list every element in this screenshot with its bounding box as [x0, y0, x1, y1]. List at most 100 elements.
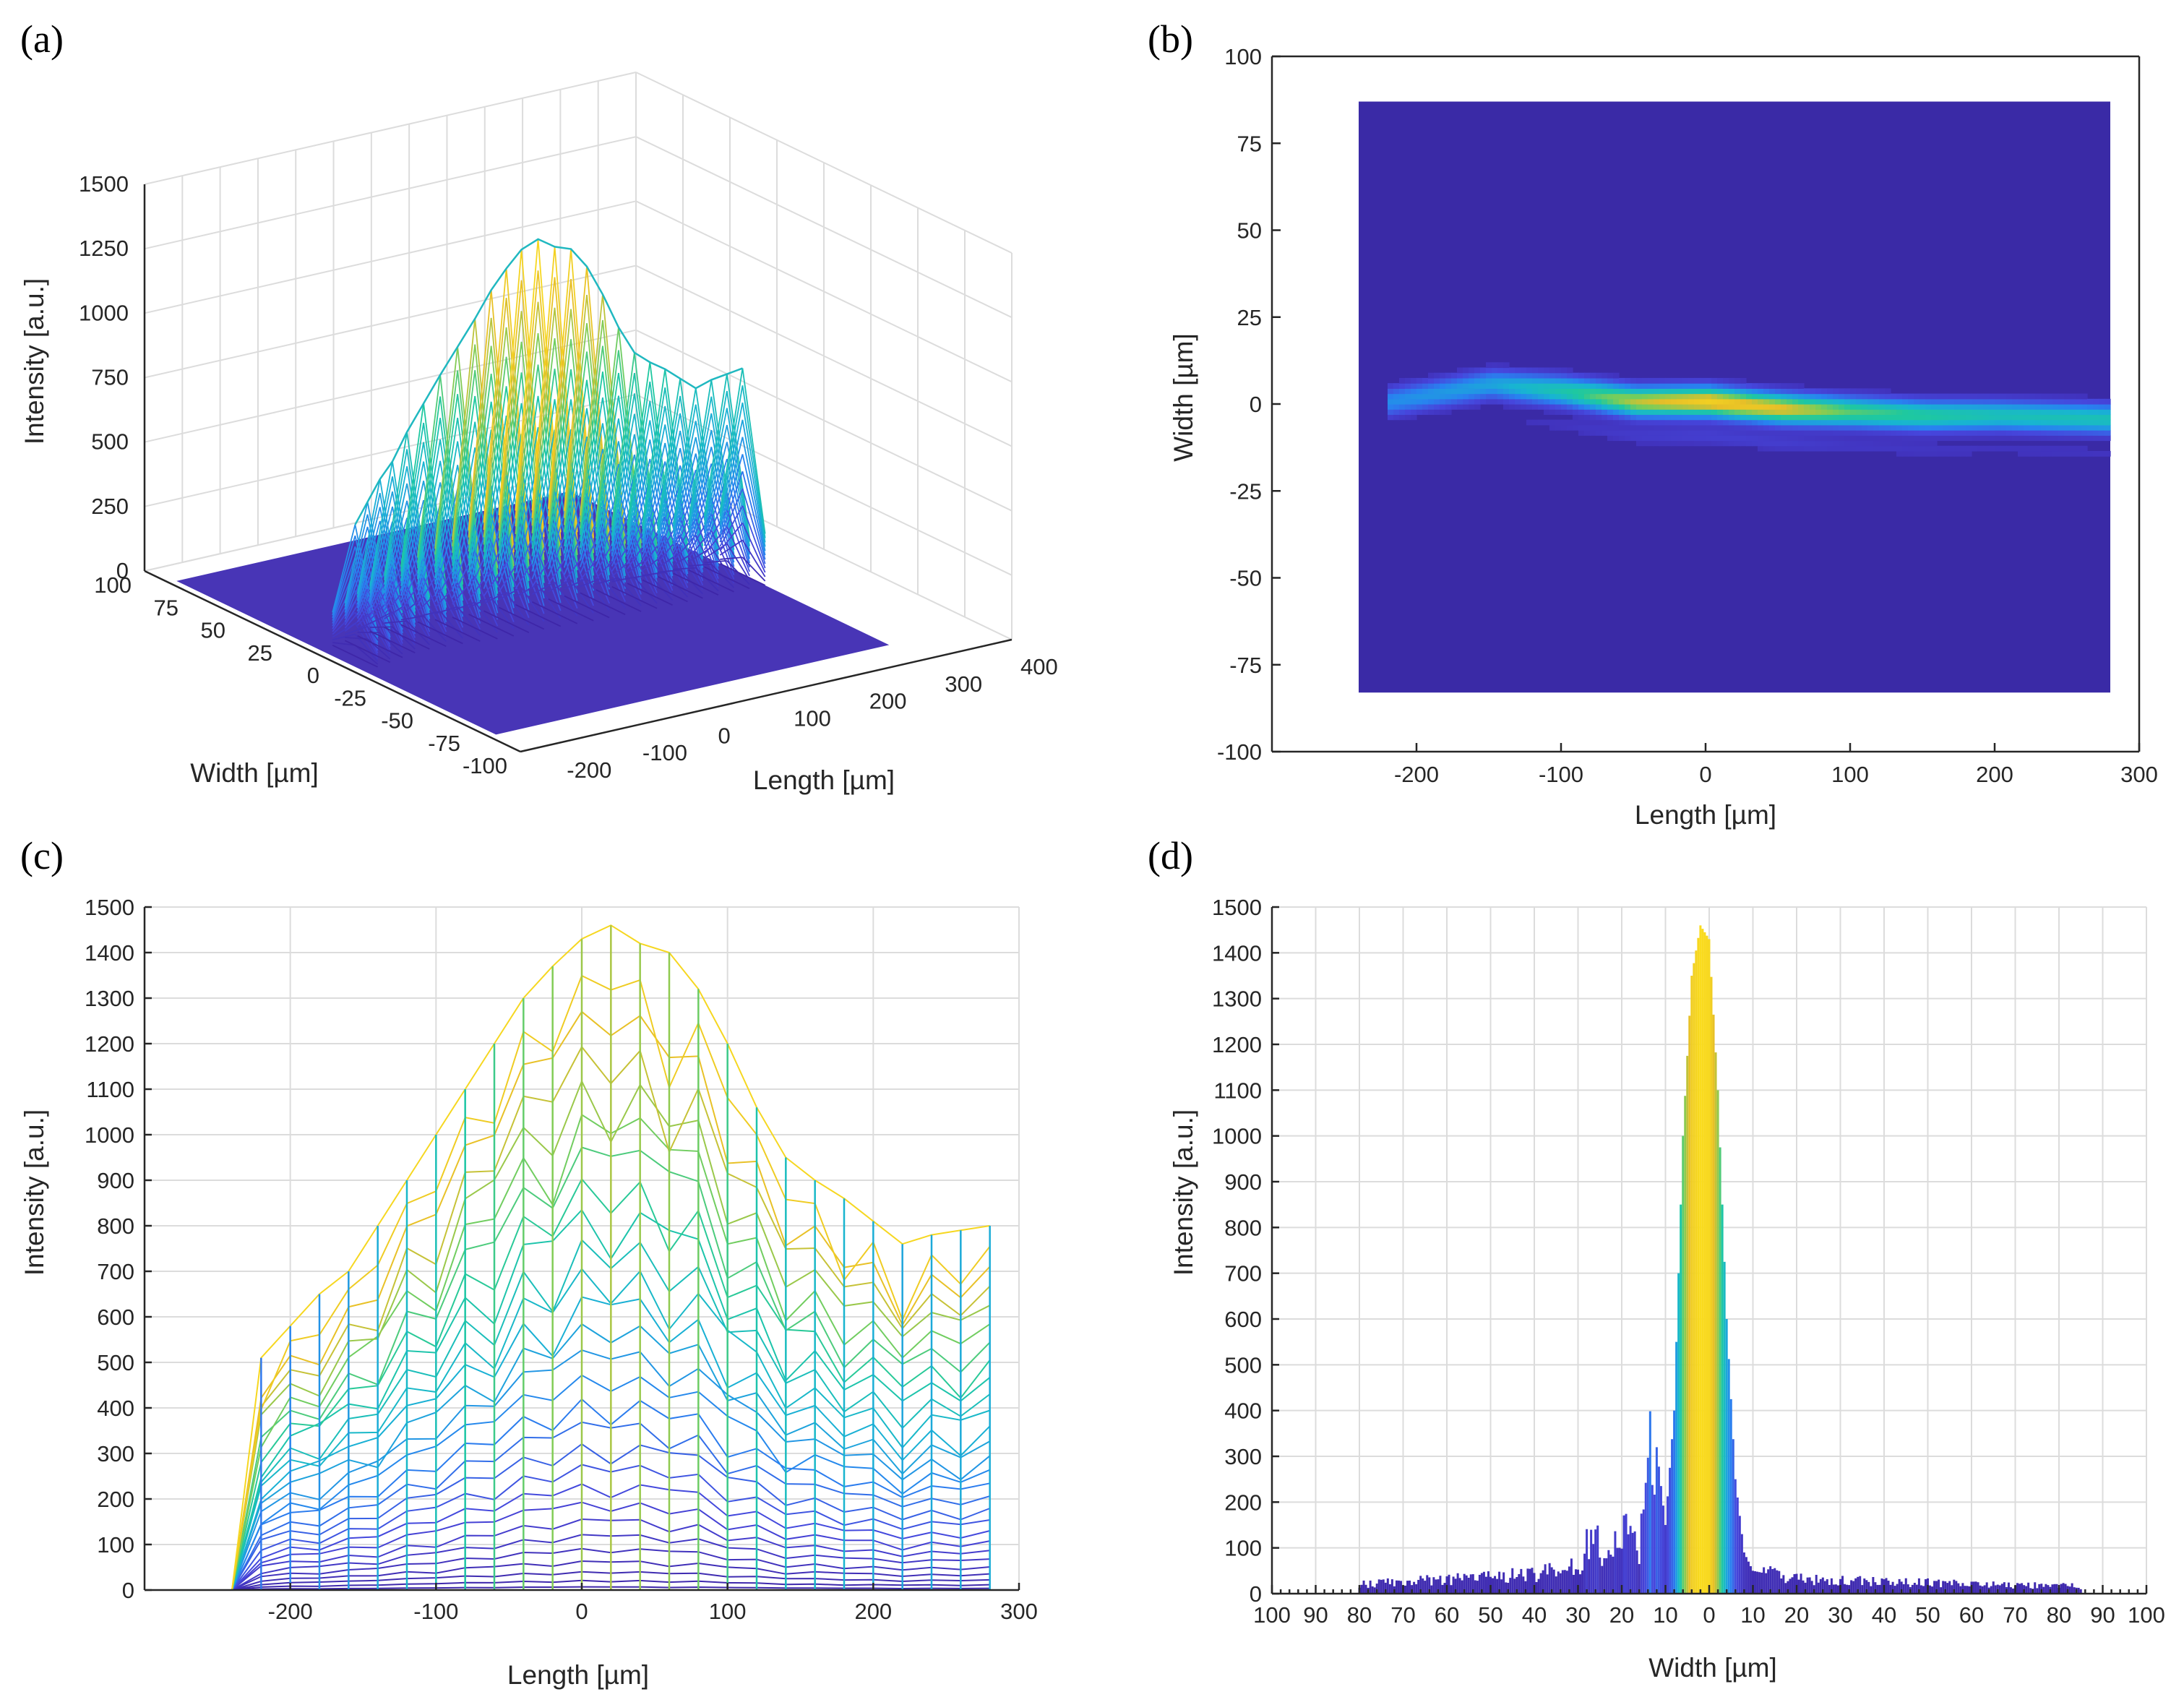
panel-b-heat-cell: [1532, 372, 1539, 379]
panel-a-mesh-line: [356, 590, 381, 622]
panel-a-y-tick-label: -25: [334, 685, 366, 710]
panel-c-length-profile: (c) -200 -100 0 100 200 300010020030040050060…: [20, 834, 1038, 1690]
panel-a-mesh-line: [703, 442, 728, 533]
panel-b-heat-cell: [1654, 435, 1660, 442]
panel-b-heat-cell: [1752, 409, 1758, 416]
panel-b-heat-cell: [1625, 414, 1631, 421]
panel-a-z-tick-label: 1500: [79, 171, 129, 197]
panel-a-zgrid-back: [144, 136, 637, 250]
panel-b-heat-cell: [1723, 377, 1729, 384]
panel-b-heat-cell: [1810, 398, 1816, 405]
panel-b-heat-cell: [1729, 440, 1735, 447]
panel-b-heat-cell: [1688, 440, 1695, 447]
panel-a-x-axis-label: Length [µm]: [753, 765, 895, 795]
panel-b-heat-cell: [1833, 404, 1839, 410]
panel-b-heat-cell: [2024, 419, 2030, 426]
panel-b-heat-cell: [1654, 419, 1660, 426]
panel-a-mesh-line: [498, 249, 523, 515]
panel-b-heat-cell: [2058, 435, 2065, 442]
panel-b-heat-cell: [1787, 409, 1793, 416]
panel-b-y-tick-label: -50: [1229, 566, 1262, 591]
panel-a-mesh-line: [634, 556, 658, 599]
panel-b-heat-cell: [1891, 393, 1897, 400]
panel-a-x-tick-label: 200: [869, 689, 907, 714]
panel-b-heat-cell: [2035, 445, 2042, 452]
panel-b-heat-cell: [2041, 393, 2047, 400]
panel-b-heat-cell: [2024, 445, 2030, 452]
panel-c-x-tick-label: 0: [575, 1599, 588, 1624]
panel-b-heat-cell: [1654, 430, 1660, 436]
panel-d-y-tick-label: 1000: [1212, 1124, 1262, 1149]
panel-d-x-tick-label: 90: [2090, 1602, 2115, 1628]
panel-a-mesh-line: [515, 458, 539, 566]
panel-b-heat-cell: [2018, 404, 2024, 410]
panel-b-heat-cell: [1469, 372, 1475, 379]
panel-a-mesh-line: [332, 633, 356, 641]
panel-b-heat-cell: [1925, 435, 1932, 442]
panel-b-heat-cell: [1434, 388, 1440, 395]
panel-b-heat-cell: [1642, 414, 1648, 421]
panel-b-heat-cell: [1665, 388, 1672, 395]
panel-b-heat-cell: [1619, 435, 1625, 442]
panel-a-z-tick-label: 1250: [79, 236, 129, 261]
panel-b-x-tick-label: 300: [2120, 762, 2158, 787]
panel-b-heat-cell: [1833, 424, 1839, 431]
panel-b-heat-cell: [1474, 383, 1481, 389]
panel-b-heat-cell: [1711, 409, 1718, 416]
panel-b-heat-cell: [2029, 409, 2036, 416]
panel-b-heat-cell: [1943, 430, 1949, 436]
panel-b-heat-cell: [1758, 435, 1764, 442]
panel-b-heat-cell: [2081, 414, 2088, 421]
panel-b-heat-cell: [2099, 430, 2105, 436]
panel-a-mesh-line: [434, 488, 459, 585]
panel-b-heat-cell: [1734, 430, 1741, 436]
panel-b-heat-cell: [2018, 398, 2024, 405]
panel-b-heat-cell: [1729, 388, 1735, 395]
panel-a-mesh-line: [664, 572, 689, 598]
panel-b-heat-cell: [1636, 430, 1643, 436]
panel-b-heat-cell: [1694, 440, 1701, 447]
panel-b-heat-cell: [1810, 388, 1816, 395]
panel-b-heat-cell: [1602, 388, 1608, 395]
panel-b-heat-cell: [1521, 393, 1527, 400]
panel-b-heat-cell: [1451, 372, 1458, 379]
panel-b-heat-cell: [2006, 404, 2013, 410]
panel-b-heat-cell: [2018, 414, 2024, 421]
panel-b-heat-cell: [1914, 393, 1920, 400]
panel-a-mesh-line: [704, 559, 727, 564]
panel-b-heat-cell: [1960, 419, 1966, 426]
panel-a-mesh-line: [521, 617, 545, 630]
panel-b-heat-cell: [1746, 419, 1753, 426]
panel-b-heat-cell: [1885, 414, 1891, 421]
panel-b-heat-cell: [2029, 393, 2036, 400]
panel-b-heat-cell: [1677, 377, 1683, 384]
panel-b-heat-cell: [1960, 435, 1966, 442]
panel-b-heat-cell: [1700, 435, 1706, 442]
panel-b-heat-cell: [1844, 388, 1851, 395]
panel-a-mesh-line: [580, 551, 603, 581]
panel-b-heat-cell: [1607, 398, 1614, 405]
panel-b-heat-cell: [2006, 414, 2013, 421]
panel-b-heat-cell: [1677, 435, 1683, 442]
panel-a-mesh-line: [384, 586, 408, 615]
panel-a-mesh-line: [633, 352, 658, 548]
panel-b-heat-cell: [1607, 404, 1614, 410]
panel-b-heat-cell: [1919, 398, 1926, 405]
panel-a-mesh-line: [688, 396, 713, 525]
panel-a-mesh-line: [356, 478, 381, 594]
panel-b-heat-cell: [1642, 419, 1648, 426]
panel-b-heat-cell: [2035, 398, 2042, 405]
panel-a-mesh-line: [720, 557, 743, 560]
panel-a-mesh-line: [688, 480, 713, 546]
panel-b-heat-cell: [1706, 409, 1712, 416]
panel-b-heat-cell: [1642, 409, 1648, 416]
panel-d-profile-fill: [1358, 925, 2082, 1594]
panel-b-heat-cell: [2029, 404, 2036, 410]
panel-b-heat-cell: [2024, 404, 2030, 410]
panel-b-heat-cell: [1625, 393, 1631, 400]
panel-b-heat-cell: [1792, 409, 1799, 416]
panel-b-heat-cell: [2070, 430, 2076, 436]
panel-b-heat-cell: [1665, 419, 1672, 426]
panel-b-heat-cell: [1706, 404, 1712, 410]
panel-b-heat-cell: [1839, 414, 1845, 421]
